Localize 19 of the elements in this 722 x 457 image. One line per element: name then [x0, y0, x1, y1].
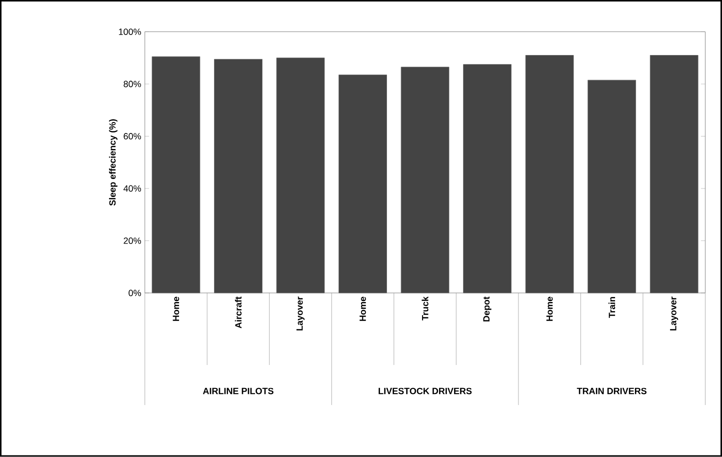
x-tick-label: Depot	[483, 296, 492, 322]
y-axis-title: Sleep effeciency (%)	[109, 119, 118, 206]
y-tick-label: 0%	[128, 290, 141, 296]
x-tick-label: Layover	[670, 296, 678, 331]
text: LIVESTOCK DRIVERS	[378, 388, 472, 394]
y-tick-label: 20%	[124, 238, 141, 244]
y-tick-label: 100%	[118, 28, 141, 36]
y-tick-label: 80%	[124, 80, 141, 88]
x-tick-label: Home	[172, 296, 180, 322]
x-tick-label: Home	[546, 296, 553, 322]
text: TRAIN DRIVERS	[576, 388, 646, 394]
y-tick-label: 40%	[123, 185, 141, 192]
x-tick-label: Truck	[422, 296, 428, 321]
x-tick-label: Train	[608, 297, 616, 318]
x-tick-label: Home	[360, 296, 366, 322]
x-tick-label: Layover	[296, 296, 305, 331]
text: AIRLINE PILOTS	[202, 388, 274, 394]
x-tick-label: Aircraft	[234, 296, 242, 328]
y-tick-label: 60%	[124, 133, 141, 140]
